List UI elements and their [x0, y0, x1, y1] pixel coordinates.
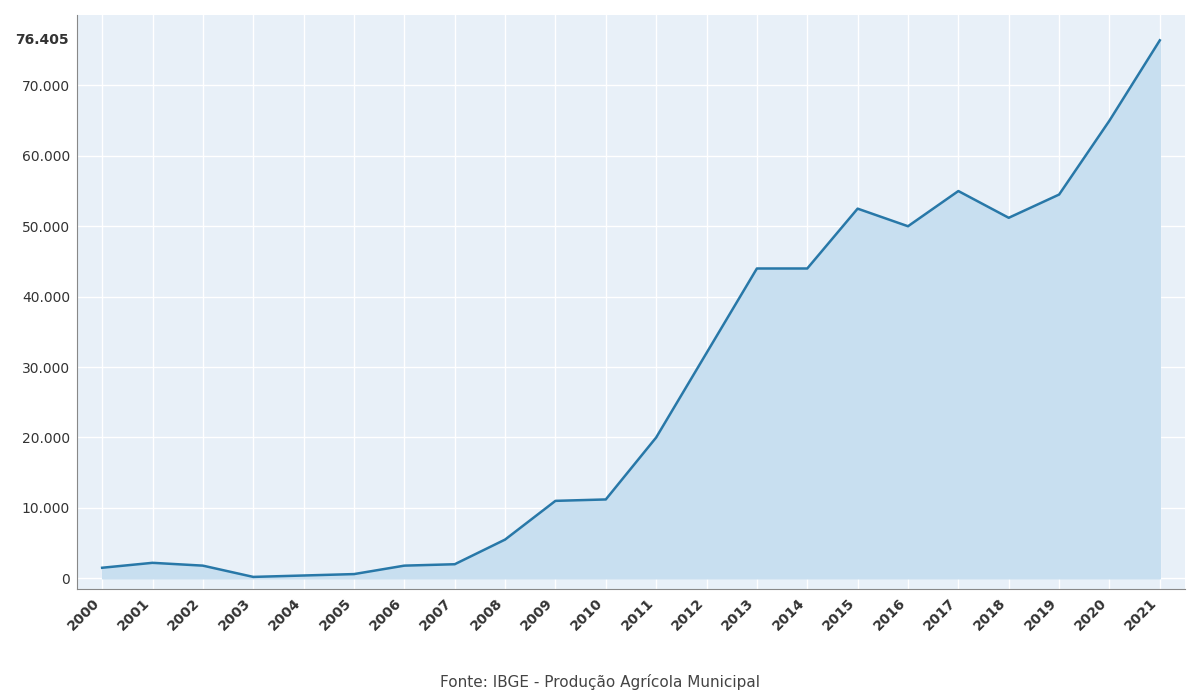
Text: Fonte: IBGE - Produção Agrícola Municipal: Fonte: IBGE - Produção Agrícola Municipa… [440, 674, 760, 690]
Text: 76.405: 76.405 [16, 33, 68, 47]
